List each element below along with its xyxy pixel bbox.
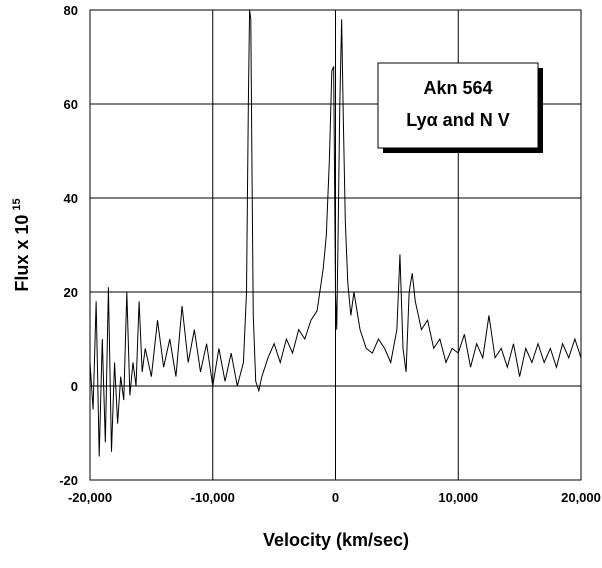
- y-tick-label: 20: [64, 285, 78, 300]
- annotation-box: [377, 62, 539, 149]
- y-tick-label: 0: [71, 379, 78, 394]
- x-tick-label: 0: [332, 490, 339, 505]
- y-axis-label: Flux x 10 15: [11, 198, 32, 291]
- y-tick-label: -20: [59, 473, 78, 488]
- x-tick-label: -10,000: [191, 490, 235, 505]
- annotation-text: Akn 564: [423, 78, 492, 98]
- y-tick-label: 40: [64, 191, 78, 206]
- y-tick-label: 60: [64, 97, 78, 112]
- x-axis-label: Velocity (km/sec): [263, 530, 409, 550]
- x-tick-label: 10,000: [438, 490, 478, 505]
- annotation-text: Lyα and N V: [406, 110, 509, 130]
- data-line: [89, 9, 582, 457]
- y-axis-label-exponent: 15: [11, 198, 23, 210]
- y-tick-label: 80: [64, 3, 78, 18]
- x-tick-label: 20,000: [561, 490, 601, 505]
- y-axis-label-base: Flux x 10: [12, 215, 32, 292]
- plot-frame: [89, 9, 582, 481]
- x-tick-label: -20,000: [68, 490, 112, 505]
